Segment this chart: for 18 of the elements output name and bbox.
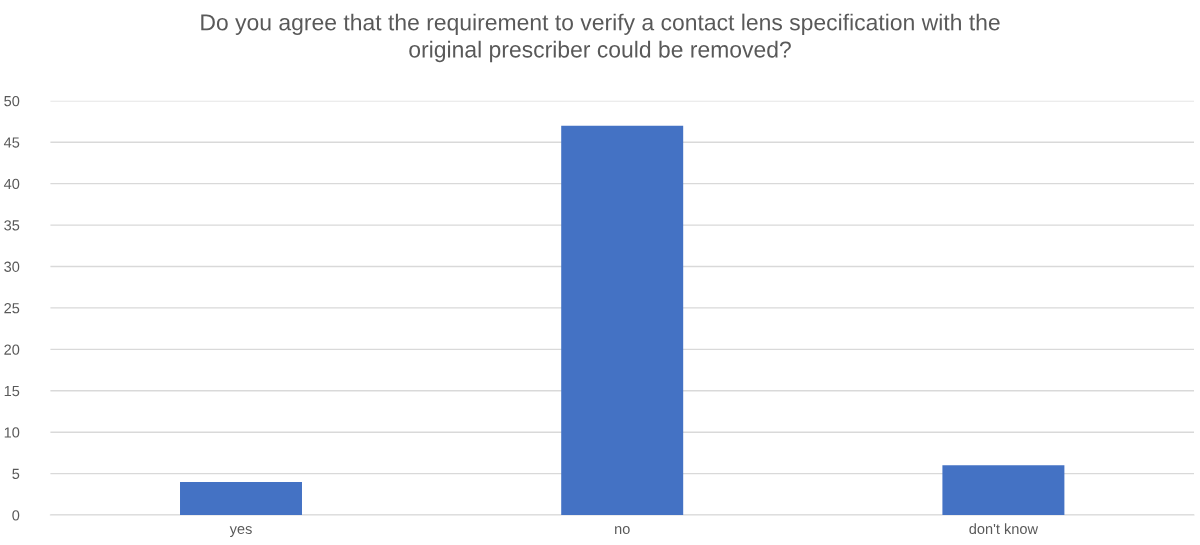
y-tick-label: 45 bbox=[3, 137, 20, 148]
y-tick-label: 30 bbox=[4, 261, 20, 272]
x-tick-label: don't know bbox=[969, 523, 1039, 535]
y-tick-label: 15 bbox=[4, 386, 20, 397]
y-tick-label: 50 bbox=[4, 95, 20, 107]
x-tick-label: yes bbox=[229, 526, 252, 537]
y-tick-label: 5 bbox=[12, 468, 20, 480]
y-tick-label: 10 bbox=[4, 427, 20, 438]
y-tick-label: 0 bbox=[12, 510, 20, 521]
y-tick-label: 25 bbox=[4, 303, 20, 314]
chart-title: Do you agree that the requirement to verify a contact lens specification with the original prescriber could be removed? bbox=[201, 13, 1000, 63]
y-tick-label: 35 bbox=[4, 220, 20, 231]
x-tick-label: no bbox=[615, 526, 630, 535]
bar bbox=[942, 465, 1065, 516]
y-tick-label: 20 bbox=[4, 344, 20, 355]
bar bbox=[561, 125, 684, 516]
y-tick-label: 40 bbox=[3, 178, 20, 190]
bar bbox=[180, 481, 302, 516]
